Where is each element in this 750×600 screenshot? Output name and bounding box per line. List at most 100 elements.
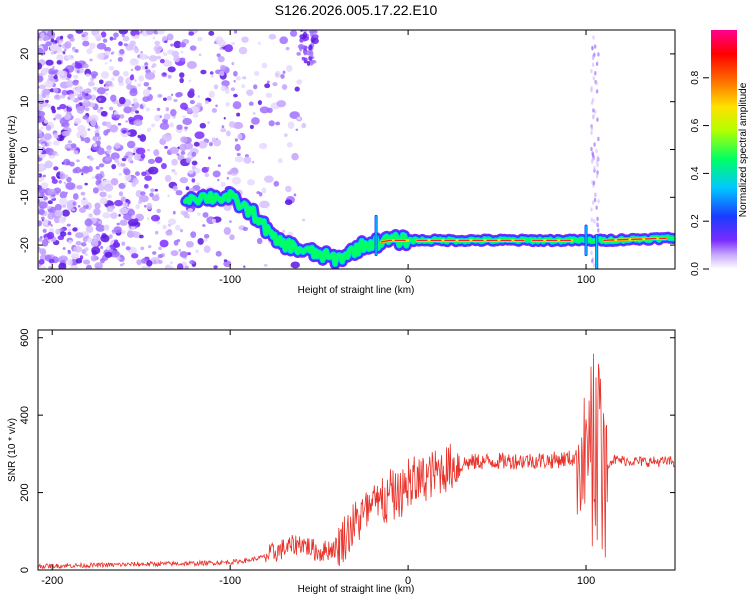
noise-blob — [72, 168, 78, 174]
noise-blob — [204, 100, 209, 104]
noise-blob — [94, 130, 100, 134]
noise-blob — [54, 209, 63, 217]
noise-blob — [64, 114, 71, 121]
noise-blob — [157, 254, 163, 259]
noise-blob — [286, 142, 293, 148]
noise-blob — [167, 66, 176, 73]
noise-blob — [148, 55, 158, 62]
noise-blob — [152, 251, 157, 255]
snr-x-label: Height of straight line (km) — [298, 584, 415, 595]
snr-panel: -200 -100 0 100 0 200 400 600 Height of straig… — [7, 329, 676, 595]
noise-blob — [144, 204, 147, 208]
noise-blob — [233, 70, 238, 77]
noise-blob — [42, 88, 50, 95]
noise-blob — [145, 107, 151, 112]
noise-blob — [117, 56, 123, 62]
noise-blob — [182, 117, 193, 126]
noise-blob — [66, 73, 72, 79]
noise-blob — [182, 44, 186, 48]
noise-blob — [71, 49, 76, 53]
noise-blob — [293, 193, 297, 197]
noise-blob — [150, 214, 161, 222]
noise-blob — [38, 47, 44, 55]
noise-blob — [80, 242, 87, 247]
noise-blob — [154, 188, 159, 192]
noise-blob — [285, 46, 290, 51]
noise-blob — [80, 191, 86, 196]
noise-blob — [215, 137, 219, 141]
noise-blob — [123, 106, 132, 114]
noise-blob — [114, 239, 119, 244]
noise-blob — [102, 212, 111, 219]
noise-blob — [140, 50, 143, 54]
noise-blob — [152, 63, 157, 68]
noise-blob — [57, 70, 65, 77]
noise-blob — [220, 127, 227, 133]
noise-blob — [45, 59, 54, 66]
noise-blob — [134, 79, 137, 82]
noise-blob — [74, 49, 79, 53]
noise-blob — [38, 163, 46, 172]
noise-blob — [311, 30, 316, 33]
noise-blob — [72, 201, 76, 206]
noise-blob — [66, 106, 69, 109]
noise-blob — [104, 85, 109, 90]
noise-blob — [38, 133, 43, 138]
noise-blob — [111, 77, 115, 81]
noise-blob — [282, 229, 286, 233]
noise-blob — [105, 121, 112, 128]
noise-blob — [227, 171, 232, 175]
noise-blob — [280, 73, 285, 79]
noise-blob — [595, 174, 599, 179]
noise-blob — [162, 72, 167, 76]
noise-blob — [220, 85, 227, 92]
noise-blob — [69, 264, 79, 269]
noise-blob — [154, 114, 161, 122]
noise-blob — [184, 126, 188, 130]
noise-blob — [258, 142, 268, 150]
noise-blob — [595, 148, 598, 154]
noise-blob — [92, 135, 98, 142]
noise-blob — [85, 225, 94, 233]
noise-blob — [187, 154, 192, 159]
noise-blob — [596, 216, 599, 222]
snr-y-tick-label: 600 — [19, 329, 31, 347]
noise-blob — [256, 237, 263, 245]
noise-blob — [92, 234, 101, 242]
noise-blob — [141, 65, 145, 69]
snr-y-tick-label: 200 — [19, 483, 31, 501]
noise-blob — [154, 156, 163, 164]
noise-blob — [592, 76, 595, 81]
noise-blob — [57, 175, 60, 179]
snr-x-tick-label: 100 — [577, 575, 595, 587]
noise-blob — [63, 256, 68, 261]
noise-blob — [38, 201, 48, 209]
noise-blob — [114, 199, 123, 207]
noise-blob — [198, 140, 208, 149]
noise-blob — [122, 202, 129, 208]
noise-blob — [87, 81, 95, 87]
noise-blob — [597, 228, 600, 233]
noise-blob — [311, 37, 319, 45]
noise-blob — [172, 185, 178, 191]
noise-blob — [72, 79, 79, 86]
noise-blob — [170, 43, 174, 47]
noise-blob — [47, 188, 56, 195]
noise-blob — [38, 220, 42, 227]
noise-blob — [303, 60, 308, 64]
spectrogram-y-tick-label: -10 — [19, 189, 31, 205]
noise-blob — [202, 224, 206, 227]
spectrogram-x-label: Height of straight line (km) — [298, 285, 415, 296]
noise-blob — [54, 113, 63, 120]
noise-blob — [118, 41, 123, 47]
noise-blob — [120, 163, 126, 167]
noise-blob — [180, 57, 186, 62]
noise-blob — [121, 33, 125, 37]
noise-blob — [144, 71, 156, 80]
noise-blob — [238, 46, 248, 55]
noise-blob — [65, 191, 68, 195]
noise-blob — [75, 232, 84, 239]
noise-blob — [590, 130, 593, 136]
noise-blob — [185, 240, 194, 248]
noise-blob — [223, 259, 228, 262]
